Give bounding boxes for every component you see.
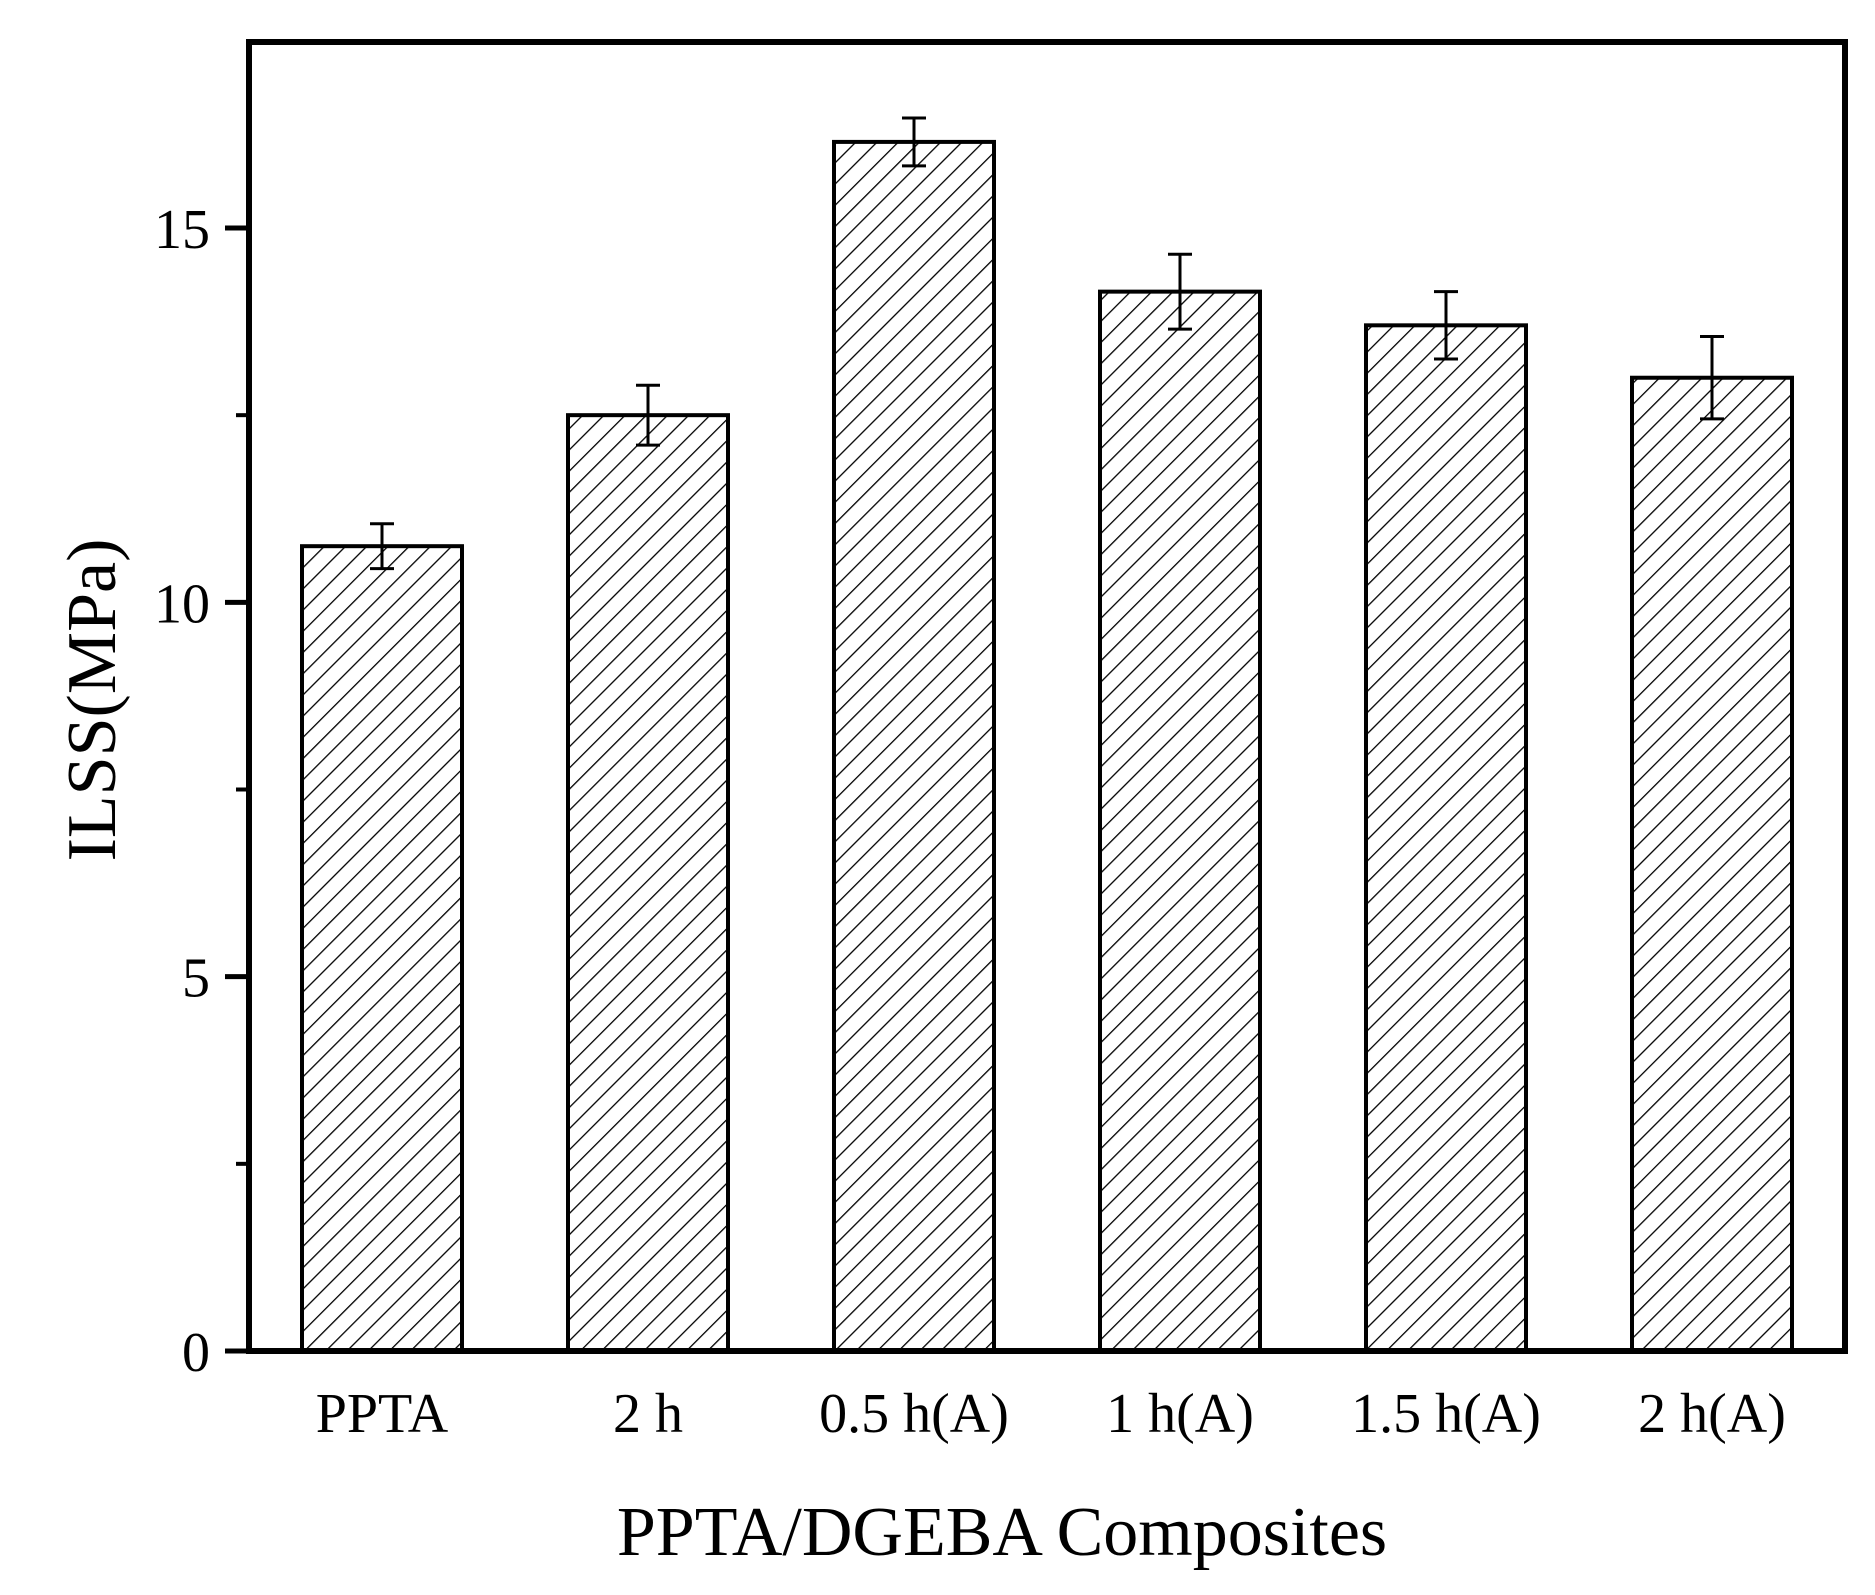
x-tick-label-4: 1.5 h(A)	[1351, 1383, 1541, 1445]
x-axis-ticks: PPTA 2 h 0.5 h(A) 1 h(A) 1.5 h(A) 2 h(A)	[316, 1383, 1786, 1445]
bar-3	[1098, 289, 1262, 1353]
x-tick-label-1: 2 h	[613, 1383, 683, 1445]
x-tick-label-5: 2 h(A)	[1638, 1383, 1786, 1445]
x-tick-label-2: 0.5 h(A)	[819, 1383, 1009, 1445]
y-tick-label-3: 15	[154, 199, 210, 261]
x-axis-title: PPTA/DGEBA Composites	[617, 1494, 1387, 1571]
bar-2	[832, 139, 996, 1354]
bar-group	[300, 139, 1794, 1354]
x-tick-label-0: PPTA	[316, 1383, 449, 1445]
bar-5	[1630, 375, 1794, 1353]
plot-frame	[246, 39, 1848, 1354]
bar-4	[1364, 323, 1528, 1353]
y-tick-label-1: 5	[182, 948, 210, 1010]
y-tick-label-2: 10	[154, 573, 210, 635]
y-tick-label-0: 0	[182, 1322, 210, 1384]
bar-0	[300, 544, 464, 1353]
x-tick-label-3: 1 h(A)	[1106, 1383, 1254, 1445]
y-axis-title: ILSS(MPa)	[54, 539, 131, 862]
error-bar-group	[370, 116, 1724, 571]
bar-1	[566, 413, 730, 1353]
y-axis-ticks: 0 5 10 15	[154, 199, 249, 1384]
